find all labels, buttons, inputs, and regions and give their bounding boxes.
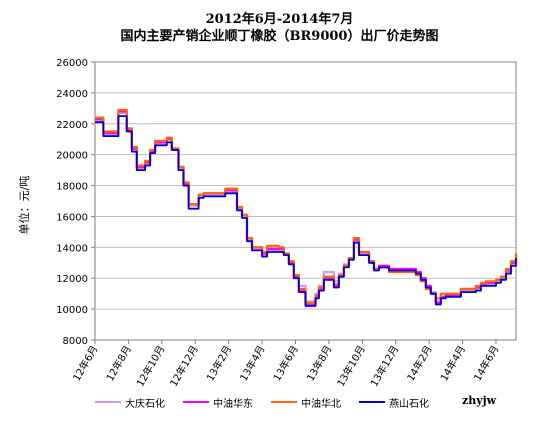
legend-label: 中油华北 [301, 398, 341, 410]
y-tick-label: 14000 [56, 243, 88, 254]
x-tick-label: 12年8月 [103, 343, 134, 383]
x-tick-label: 13年2月 [203, 343, 234, 383]
chart-title: 2012年6月-2014年7月 [205, 12, 354, 27]
y-tick-label: 8000 [63, 336, 88, 347]
x-tick-label: 13年12月 [367, 343, 401, 389]
legend-swatch [95, 401, 121, 403]
x-tick-label: 13年10月 [334, 343, 368, 389]
x-tick-label: 12年10月 [133, 343, 167, 389]
legend-item: 大庆石化 [95, 395, 165, 410]
x-tick-label: 13年8月 [304, 343, 335, 383]
x-tick-label: 12年6月 [70, 343, 101, 383]
legend-label: 大庆石化 [125, 398, 165, 410]
y-tick-label: 10000 [56, 305, 88, 316]
y-tick-label: 22000 [56, 120, 88, 131]
legend-item: 燕山石化 [359, 395, 429, 410]
legend-label: 中油华东 [213, 398, 253, 410]
series-line [95, 115, 517, 307]
series-line [95, 108, 518, 304]
x-tick-label: 14年6月 [471, 343, 502, 383]
y-tick-label: 16000 [56, 212, 88, 223]
y-tick-label: 26000 [56, 58, 88, 69]
x-tick-label: 12年12月 [167, 343, 201, 389]
x-tick-label: 13年6月 [270, 343, 301, 383]
chart-subtitle: 国内主要产销企业顺丁橡胶（BR9000）出厂价走势图 [120, 29, 439, 44]
legend-label: 燕山石化 [389, 398, 429, 410]
legend-item: 中油华东 [183, 395, 253, 410]
legend-swatch [359, 401, 385, 403]
legend-swatch [271, 401, 297, 403]
y-tick-label: 24000 [56, 89, 88, 100]
y-tick-label: 12000 [56, 274, 88, 285]
watermark: zhyjw [462, 394, 497, 407]
x-tick-label: 14年4月 [437, 343, 468, 383]
legend-item: 中油华北 [271, 395, 341, 410]
x-tick-label: 14年2月 [404, 343, 435, 383]
y-tick-label: 18000 [56, 182, 88, 193]
legend: 大庆石化 中油华东 中油华北 燕山石化 [95, 394, 447, 410]
x-tick-label: 13年4月 [237, 343, 268, 383]
legend-swatch [183, 401, 209, 403]
y-tick-label: 20000 [56, 151, 88, 162]
